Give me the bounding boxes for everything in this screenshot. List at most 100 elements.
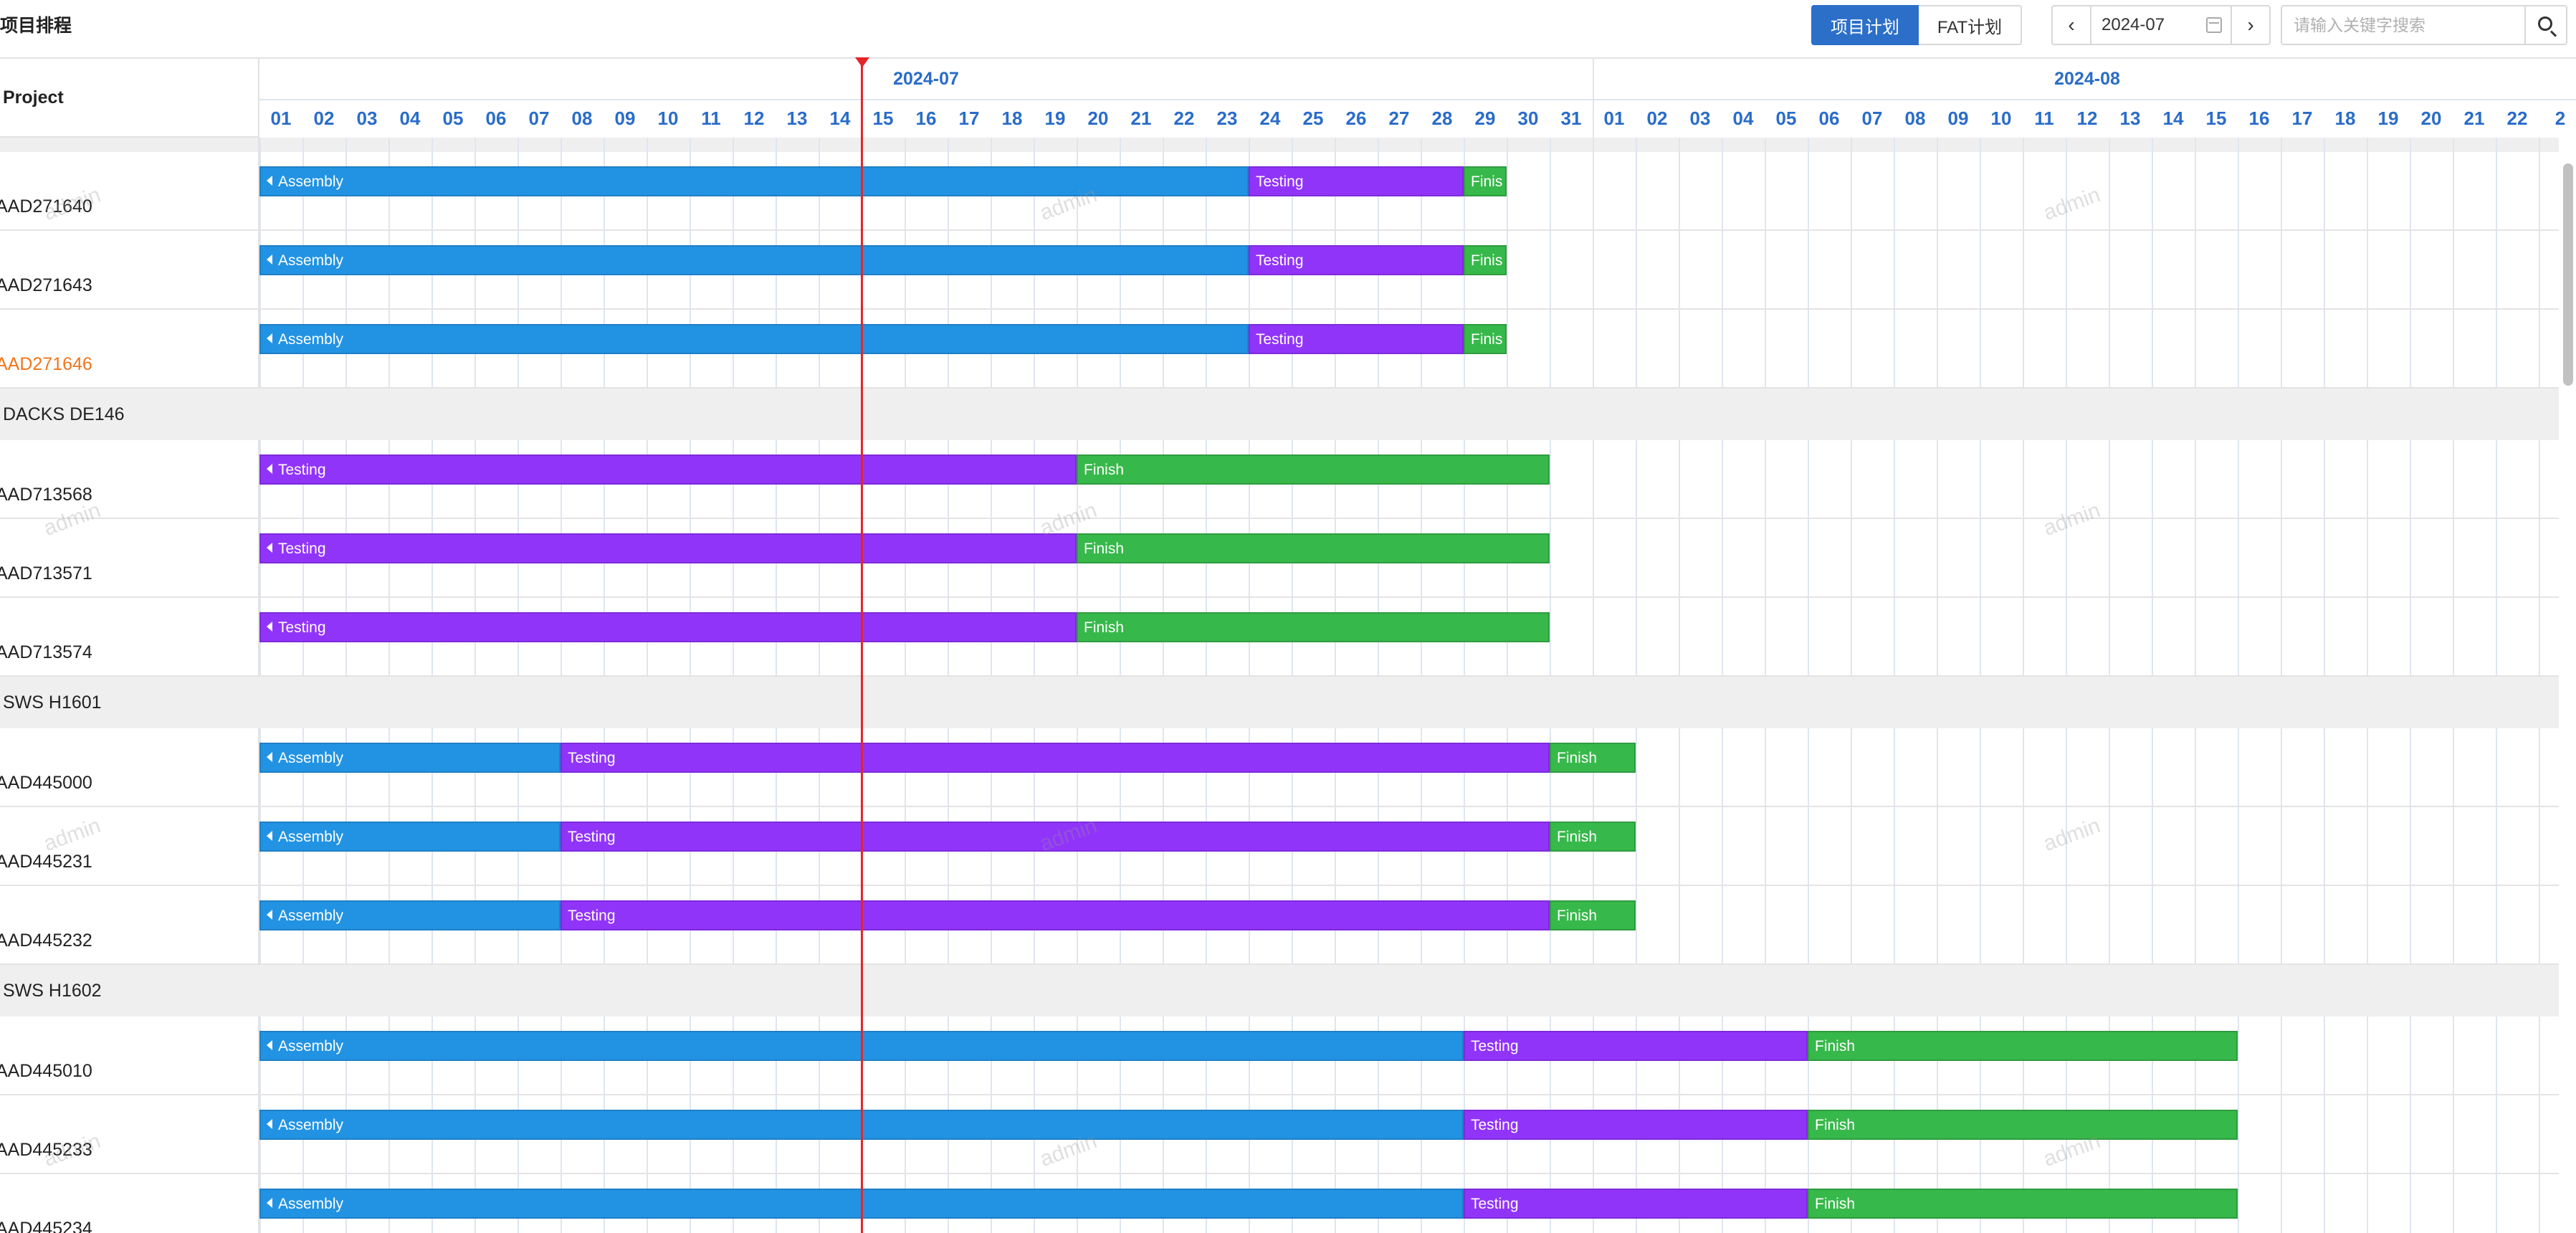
day-label: 09 (1947, 108, 1969, 129)
gantt-bar-assembly[interactable]: Assembly (259, 166, 1249, 196)
group-row (0, 677, 2559, 728)
bar-label: Finis (1471, 252, 1503, 269)
vertical-scrollbar[interactable] (2563, 163, 2573, 386)
gantt-bar-testing[interactable]: Testing (259, 454, 1077, 485)
day-label: 15 (872, 108, 894, 129)
caret-left-icon (267, 464, 272, 475)
day-label: 08 (1904, 108, 1926, 129)
project-item-label[interactable]: AAD271640 (0, 196, 92, 216)
day-label: 31 (1560, 108, 1582, 129)
gantt-bar-testing[interactable]: Testing (1249, 324, 1464, 354)
caret-left-icon (267, 1040, 272, 1051)
day-label: 03 (356, 108, 378, 129)
project-item-label[interactable]: AAD713568 (0, 485, 92, 505)
day-label: 01 (270, 108, 292, 129)
day-label: 11 (2034, 108, 2054, 129)
bar-label: Assembly (278, 1038, 344, 1055)
gantt-bar-finish[interactable]: Finis (1464, 324, 1507, 354)
day-label: 23 (1216, 108, 1238, 129)
day-label: 22 (1173, 108, 1195, 129)
project-item-label[interactable]: AAD445231 (0, 852, 92, 872)
day-label: 22 (2506, 108, 2528, 129)
bar-label: Testing (1256, 331, 1304, 348)
gantt-bar-finish[interactable]: Finish (1077, 612, 1550, 642)
day-label: 2 (2554, 108, 2566, 129)
gantt-bar-testing[interactable]: Testing (1249, 245, 1464, 275)
gantt-bar-testing[interactable]: Testing (1249, 166, 1464, 196)
group-label[interactable]: SWS H1602 (3, 981, 102, 1001)
project-item-label[interactable]: AAD445233 (0, 1140, 92, 1160)
bar-label: Assembly (278, 173, 344, 190)
search-input[interactable] (2281, 5, 2526, 45)
project-item-label[interactable]: AAD713574 (0, 642, 92, 662)
next-month-button[interactable]: › (2231, 5, 2271, 45)
search-button[interactable] (2524, 5, 2567, 45)
project-item-label[interactable]: AAD713571 (0, 563, 92, 584)
project-item-label[interactable]: AAD445234 (0, 1219, 92, 1233)
gantt-bar-finish[interactable]: Finish (1077, 454, 1550, 485)
project-item-label[interactable]: AAD271643 (0, 275, 92, 295)
gantt-bar-finish[interactable]: Finish (1550, 743, 1636, 773)
gantt-bar-testing[interactable]: Testing (259, 533, 1077, 563)
prev-month-button[interactable]: ‹ (2051, 5, 2091, 45)
bar-label: Assembly (278, 829, 344, 845)
gantt-bar-testing[interactable]: Testing (259, 612, 1077, 642)
gantt-bar-testing[interactable]: Testing (560, 743, 1550, 773)
day-label: 09 (614, 108, 636, 129)
gantt-bar-finish[interactable]: Finish (1550, 822, 1636, 852)
day-label: 16 (915, 108, 937, 129)
gantt-bar-finish[interactable]: Finish (1077, 533, 1550, 563)
month-separator (1593, 59, 1594, 139)
project-item-label[interactable]: AAD445010 (0, 1061, 92, 1081)
project-item-label[interactable]: AAD445000 (0, 773, 92, 793)
gantt-bar-assembly[interactable]: Assembly (259, 822, 560, 852)
gantt-bar-testing[interactable]: Testing (1464, 1110, 1808, 1140)
month-label: 2024-07 (893, 69, 959, 89)
gantt-bar-assembly[interactable]: Assembly (259, 324, 1249, 354)
tab-project-plan[interactable]: 项目计划 (1811, 5, 1919, 45)
day-label: 07 (528, 108, 550, 129)
group-label[interactable]: DACKS DE146 (3, 404, 125, 424)
month-divider (259, 99, 2576, 100)
bar-label: Testing (1256, 252, 1304, 269)
gantt-bar-finish[interactable]: Finish (1808, 1189, 2238, 1219)
row-divider (0, 1094, 2559, 1095)
row-divider (0, 675, 2559, 677)
bar-label: Finish (1557, 829, 1598, 845)
tab-fat-plan[interactable]: FAT计划 (1919, 5, 2022, 45)
project-item-label[interactable]: AAD445232 (0, 930, 92, 951)
project-item-label[interactable]: AAD271646 (0, 354, 92, 374)
search-icon-handle (2549, 30, 2557, 37)
bar-label: Testing (1471, 1117, 1519, 1133)
day-label: 05 (442, 108, 464, 129)
day-label: 21 (1130, 108, 1152, 129)
toolbar: 项目排程 项目计划 FAT计划 ‹ 2024-07 › (0, 0, 2576, 57)
bar-label: Finish (1557, 750, 1598, 766)
row-divider (0, 518, 2559, 519)
gantt-bar-assembly[interactable]: Assembly (259, 743, 560, 773)
day-label: 04 (1732, 108, 1754, 129)
gantt-bar-finish[interactable]: Finis (1464, 166, 1507, 196)
gantt-bar-testing[interactable]: Testing (1464, 1031, 1808, 1061)
gantt-bar-finish[interactable]: Finish (1550, 900, 1636, 930)
day-label: 25 (1302, 108, 1324, 129)
gantt-bar-assembly[interactable]: Assembly (259, 900, 560, 930)
group-label[interactable]: SWS H1601 (3, 692, 102, 713)
month-picker[interactable]: 2024-07 (2090, 5, 2232, 45)
bar-label: Testing (568, 829, 616, 845)
day-label: 12 (743, 108, 765, 129)
gantt-bar-finish[interactable]: Finis (1464, 245, 1507, 275)
project-column-label: Project (3, 87, 64, 108)
gantt-bar-testing[interactable]: Testing (560, 822, 1550, 852)
group-row (0, 389, 2559, 440)
row-divider (0, 885, 2559, 886)
gantt-bar-finish[interactable]: Finish (1808, 1031, 2238, 1061)
gantt-bar-testing[interactable]: Testing (560, 900, 1550, 930)
row-divider (0, 596, 2559, 598)
day-label: 20 (2420, 108, 2442, 129)
day-label: 24 (1259, 108, 1281, 129)
gantt-bar-testing[interactable]: Testing (1464, 1189, 1808, 1219)
gantt-bar-assembly[interactable]: Assembly (259, 245, 1249, 275)
page-title: 项目排程 (0, 16, 72, 36)
gantt-bar-finish[interactable]: Finish (1808, 1110, 2238, 1140)
